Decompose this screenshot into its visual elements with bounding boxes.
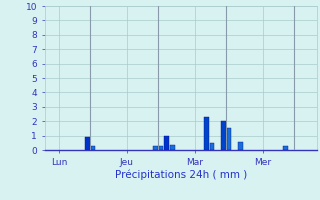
Bar (91, 146, 95, 150)
Bar (238, 142, 243, 150)
Bar (210, 143, 214, 150)
Bar (170, 145, 175, 150)
Bar (221, 121, 226, 150)
X-axis label: Précipitations 24h ( mm ): Précipitations 24h ( mm ) (115, 169, 247, 180)
Bar (159, 146, 163, 150)
Bar (284, 146, 288, 150)
Bar (164, 136, 169, 150)
Bar (153, 146, 157, 150)
Bar (227, 128, 231, 150)
Bar (204, 117, 209, 150)
Bar (85, 137, 90, 150)
